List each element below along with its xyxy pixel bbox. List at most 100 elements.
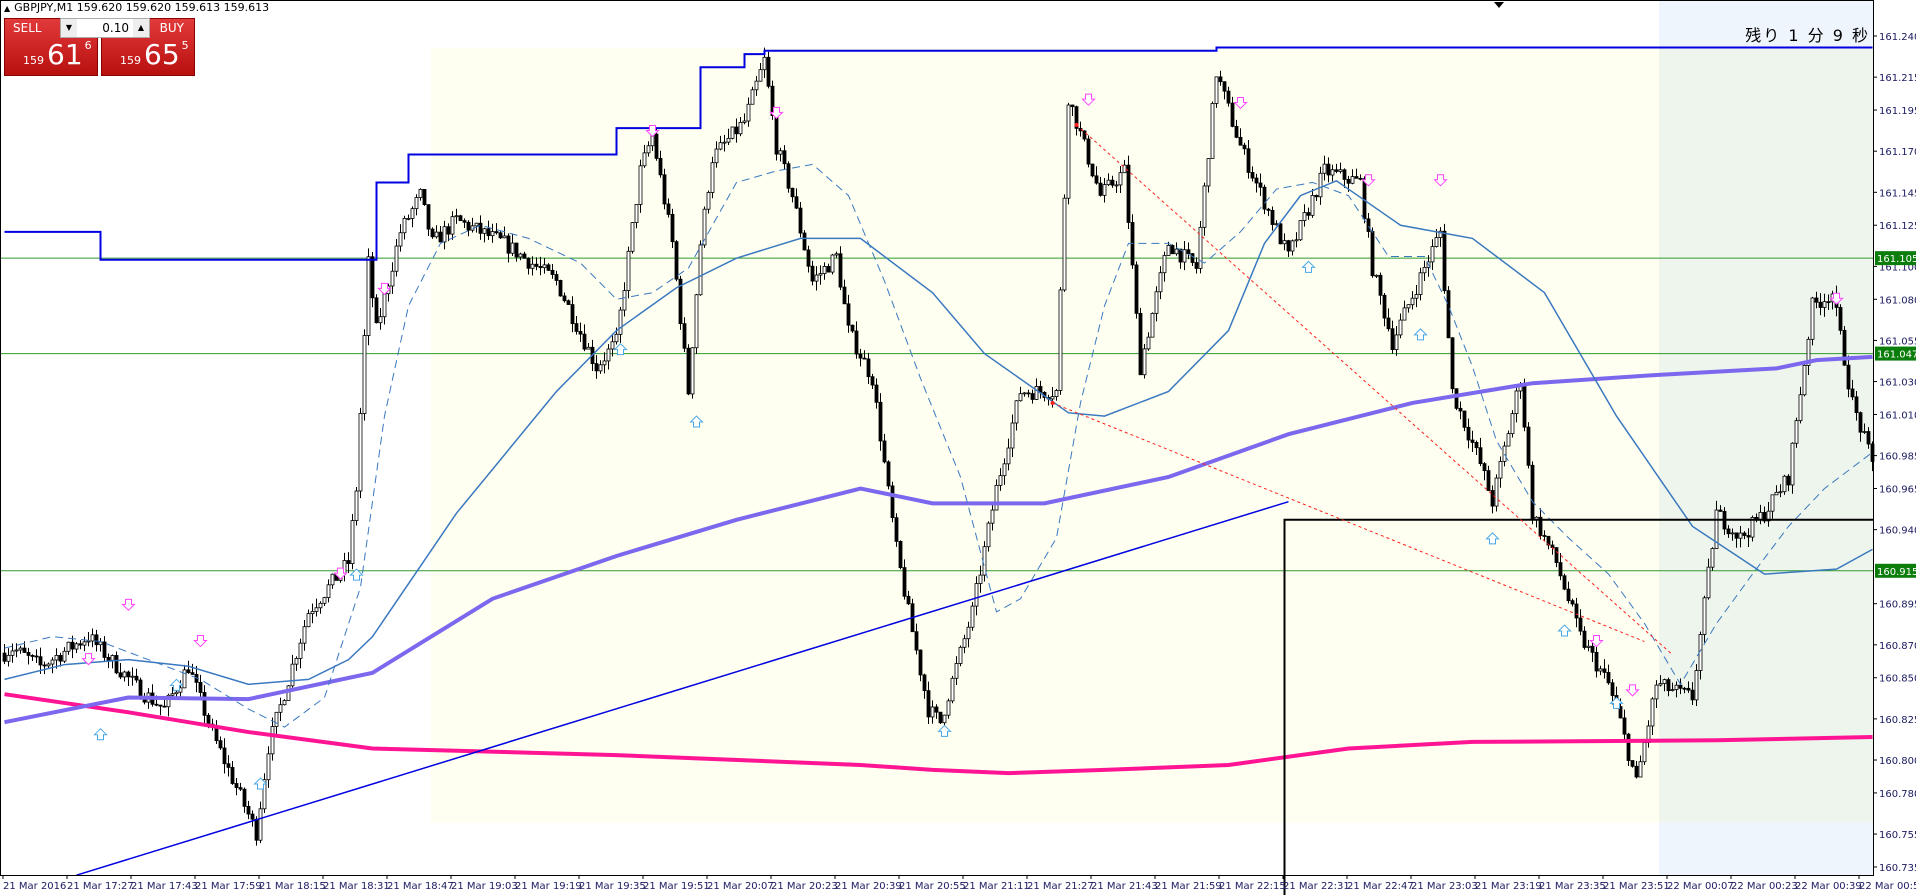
candle-body bbox=[1150, 312, 1155, 338]
x-tick-label: 21 Mar 17:43 bbox=[131, 881, 198, 892]
y-tick-label: 161.055 bbox=[1879, 336, 1916, 347]
candle-body bbox=[114, 655, 119, 674]
candle-body bbox=[694, 294, 699, 349]
candle-body bbox=[1862, 431, 1867, 433]
candle-body bbox=[678, 278, 683, 325]
candle-body bbox=[14, 649, 19, 652]
candle-body bbox=[346, 560, 351, 564]
sell-signal-arrow-icon bbox=[193, 635, 208, 648]
candle-body bbox=[798, 207, 803, 234]
candle-body bbox=[1282, 240, 1287, 245]
buy-signal-arrow-icon bbox=[1301, 260, 1316, 273]
candle-body bbox=[422, 189, 427, 205]
candle-body bbox=[550, 269, 555, 275]
collapse-triangle-icon[interactable]: ▲ bbox=[4, 4, 11, 13]
candle-body bbox=[1314, 195, 1319, 198]
candle-body bbox=[1510, 413, 1515, 435]
increase-lot-icon[interactable]: ▲ bbox=[133, 19, 149, 37]
candle-body bbox=[726, 137, 731, 143]
candle-body bbox=[638, 165, 643, 205]
candle-body bbox=[1394, 334, 1399, 351]
candle-body bbox=[1154, 291, 1159, 314]
candle-body bbox=[314, 607, 319, 612]
candle-body bbox=[38, 656, 43, 666]
candle-body bbox=[1258, 182, 1263, 188]
candle-body bbox=[1446, 290, 1451, 339]
candle-body bbox=[802, 232, 807, 251]
candle-body bbox=[510, 242, 515, 254]
candle-body bbox=[522, 253, 527, 259]
candle-body bbox=[1418, 272, 1423, 295]
candle-body bbox=[1242, 144, 1247, 150]
buy-label: BUY bbox=[159, 21, 184, 35]
buy-signal-arrow-icon bbox=[613, 342, 628, 356]
candle-body bbox=[626, 250, 631, 291]
chart-header: ▲ GBPJPY,M1 159.620 159.620 159.613 159.6… bbox=[4, 1, 269, 14]
candle-body bbox=[306, 613, 311, 628]
candle-body bbox=[786, 163, 791, 189]
buy-price: 159 65 5 bbox=[120, 39, 189, 77]
candle-body bbox=[1718, 509, 1723, 512]
candle-body bbox=[6, 654, 11, 662]
candle-body bbox=[74, 643, 79, 650]
candle-body bbox=[1022, 392, 1027, 395]
y-tick-label: 161.240 bbox=[1879, 32, 1916, 43]
candle-body bbox=[1302, 212, 1307, 221]
candle-body bbox=[730, 126, 735, 139]
x-tick-label: 21 Mar 18:31 bbox=[323, 881, 390, 892]
candle-body bbox=[1330, 169, 1335, 176]
lot-size-input[interactable]: 0.10 bbox=[102, 21, 129, 35]
candle-body bbox=[722, 141, 727, 144]
x-tick-label: 22 Mar 00:55 bbox=[1859, 881, 1916, 892]
candle-body bbox=[78, 643, 83, 646]
candle-body bbox=[1642, 742, 1647, 763]
price-level-badge bbox=[1875, 563, 1916, 578]
candle-body bbox=[1726, 528, 1731, 535]
candle-body bbox=[902, 567, 907, 597]
candle-body bbox=[602, 360, 607, 366]
candle-body bbox=[586, 346, 591, 350]
x-tick-label: 21 Mar 20:55 bbox=[899, 881, 966, 892]
plot-frame bbox=[0, 0, 1874, 876]
chart-shift-marker-icon bbox=[1494, 2, 1504, 8]
candle-body bbox=[350, 520, 355, 564]
candle-body bbox=[494, 231, 499, 234]
candle-body bbox=[162, 705, 167, 708]
candle-body bbox=[258, 808, 263, 841]
candle-body bbox=[1398, 319, 1403, 336]
decrease-lot-icon[interactable]: ▼ bbox=[61, 19, 77, 37]
candle-body bbox=[106, 657, 111, 661]
candle-body bbox=[574, 323, 579, 332]
candle-body bbox=[1702, 597, 1707, 635]
session-zone-yellow bbox=[431, 47, 1659, 823]
candle-body bbox=[1270, 210, 1275, 225]
y-tick-label: 160.965 bbox=[1879, 485, 1916, 496]
candle-body bbox=[170, 693, 175, 696]
candle-body bbox=[1226, 90, 1231, 104]
candle-body bbox=[874, 384, 879, 403]
candle-body bbox=[434, 231, 439, 238]
candle-body bbox=[1770, 494, 1775, 512]
candle-body bbox=[1246, 148, 1251, 173]
candle-body bbox=[1058, 289, 1063, 391]
candle-body bbox=[1674, 684, 1679, 690]
candle-body bbox=[1190, 253, 1195, 263]
candle-body bbox=[870, 376, 875, 386]
candle-body bbox=[774, 115, 779, 155]
lot-size-stepper[interactable]: ▼ 0.10 ▲ bbox=[60, 18, 150, 38]
candle-body bbox=[1554, 547, 1559, 563]
sell-price-pip: 6 bbox=[84, 39, 92, 52]
candle-body bbox=[374, 297, 379, 324]
buy-signal-arrow-icon bbox=[1485, 532, 1500, 545]
candle-body bbox=[1414, 294, 1419, 299]
candle-body bbox=[1074, 106, 1079, 129]
candle-body bbox=[974, 583, 979, 607]
session-zone-overlap bbox=[1659, 47, 1873, 823]
candle-body bbox=[182, 669, 187, 689]
bar-timer: 残り 1 分 9 秒 bbox=[1745, 26, 1870, 45]
candle-body bbox=[1170, 245, 1175, 255]
y-tick-label: 161.215 bbox=[1879, 73, 1916, 84]
candle-body bbox=[534, 263, 539, 267]
sell-price: 159 61 6 bbox=[23, 39, 92, 77]
